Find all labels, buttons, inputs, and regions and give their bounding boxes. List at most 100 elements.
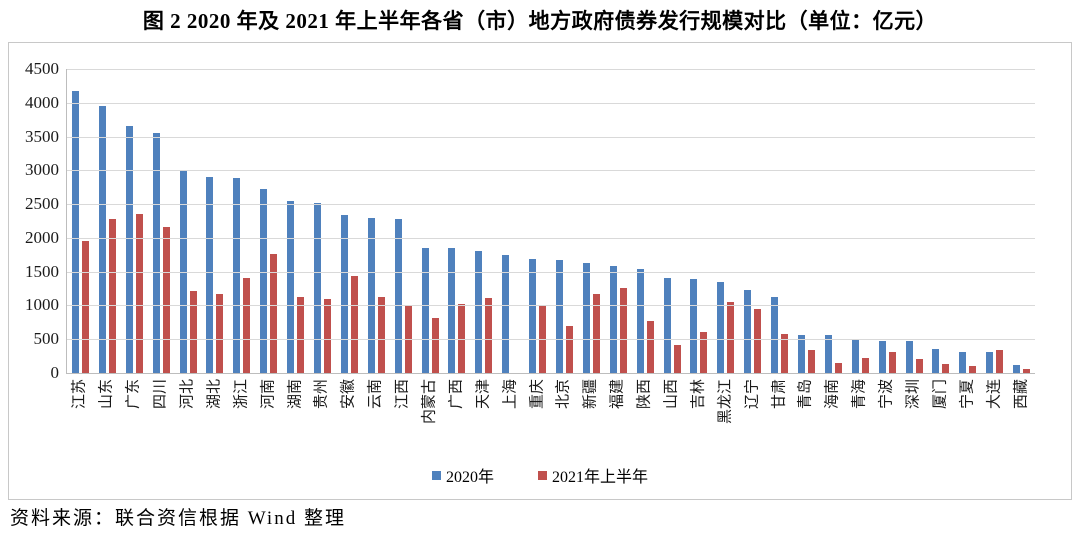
bar-group: 湖北: [201, 69, 228, 409]
bar-group: 大连: [981, 69, 1008, 409]
gridline: [67, 305, 1035, 307]
bar-2020: [932, 349, 940, 373]
bar-2020: [663, 278, 671, 373]
x-axis-label: 云南: [367, 379, 384, 410]
bar-2021h1: [485, 298, 493, 373]
x-axis-label: 山西: [663, 379, 680, 410]
bar-group: 新疆: [578, 69, 605, 409]
bar-2021h1: [350, 276, 358, 373]
x-axis-label: 河南: [260, 379, 277, 410]
bar-group: 福建: [605, 69, 632, 409]
chart-frame: 4500 4000 3500 3000 2500 2000 1500 1000 500 0 江苏山…: [8, 42, 1072, 500]
bar-2021h1: [996, 350, 1004, 373]
bar-2020: [206, 177, 214, 373]
x-axis-label: 陕西: [636, 379, 653, 410]
legend-item-2020: 2020年: [431, 463, 494, 487]
bar-2021h1: [861, 358, 869, 373]
bar-2021h1: [888, 352, 896, 373]
bar-2020: [851, 339, 859, 373]
bar-group: 云南: [363, 69, 390, 409]
gridline: [67, 237, 1035, 239]
y-axis-tick-label: 1500: [25, 261, 59, 281]
y-axis-tick-label: 4000: [25, 92, 59, 112]
x-axis-label: 四川: [152, 379, 169, 410]
bar-group: 黑龙江: [712, 69, 739, 424]
legend: 2020年 2021年上半年: [9, 463, 1071, 487]
x-axis-label: 安徽: [340, 379, 357, 410]
bar-2020: [959, 352, 967, 373]
bar-group: 浙江: [228, 69, 255, 409]
bar-2021h1: [781, 334, 789, 373]
bar-2021h1: [727, 302, 735, 373]
bar-group: 甘肃: [766, 69, 793, 409]
legend-label-2021h1: 2021年上半年: [552, 469, 649, 486]
bar-2020: [797, 335, 805, 373]
y-axis: 4500 4000 3500 3000 2500 2000 1500 1000 500 0: [9, 43, 61, 499]
bar-2020: [1013, 365, 1021, 373]
y-axis-tick-label: 4500: [25, 59, 59, 78]
bar-2021h1: [807, 350, 815, 373]
bar-2020: [340, 215, 348, 373]
bar-group: 天津: [470, 69, 497, 409]
chart-title: 图 2 2020 年及 2021 年上半年各省（市）地方政府债券发行规模对比（单…: [142, 9, 938, 33]
x-axis-label: 江苏: [71, 379, 88, 410]
bar-2020: [475, 251, 483, 373]
bar-2020: [233, 178, 241, 373]
x-axis-label: 青岛: [797, 379, 814, 410]
bar-group: 宁波: [874, 69, 901, 409]
bar-2021h1: [108, 219, 116, 373]
bar-2020: [529, 259, 537, 373]
y-axis-tick-label: 1000: [25, 295, 59, 315]
bar-2020: [609, 266, 617, 373]
bar-2021h1: [834, 363, 842, 373]
bar-group: 吉林: [685, 69, 712, 409]
bar-group: 宁夏: [954, 69, 981, 409]
bar-2020: [313, 203, 321, 373]
bar-group: 山东: [94, 69, 121, 409]
x-axis-label: 内蒙古: [421, 379, 438, 425]
x-axis-label: 吉林: [690, 379, 707, 410]
bar-group: 北京: [551, 69, 578, 409]
bar-2020: [878, 341, 886, 373]
bar-2021h1: [969, 366, 977, 373]
bar-2021h1: [700, 332, 708, 373]
x-axis-label: 北京: [555, 379, 572, 410]
legend-swatch-2021h1-icon: [538, 470, 547, 480]
x-axis-label: 重庆: [529, 379, 546, 410]
bar-2020: [636, 269, 644, 373]
bar-2021h1: [458, 304, 466, 373]
y-axis-tick-label: 2000: [25, 227, 59, 247]
bar-2020: [394, 219, 402, 373]
bar-2020: [771, 297, 779, 373]
legend-swatch-2020-icon: [431, 470, 441, 480]
bar-group: 辽宁: [739, 69, 766, 409]
x-axis-label: 深圳: [905, 379, 922, 410]
x-axis-label: 江西: [394, 379, 411, 410]
bar-group: 厦门: [928, 69, 955, 409]
bar-2020: [125, 126, 133, 373]
bar-group: 海南: [820, 69, 847, 409]
bar-2021h1: [162, 227, 170, 373]
x-axis-label: 福建: [609, 379, 626, 410]
bar-2020: [717, 282, 725, 373]
bar-group: 陕西: [632, 69, 659, 409]
gridline: [67, 170, 1035, 172]
bar-2021h1: [81, 241, 89, 373]
x-axis-label: 广东: [125, 379, 142, 410]
x-axis-label: 河北: [179, 379, 196, 410]
gridline: [67, 102, 1035, 104]
bar-group: 河北: [175, 69, 202, 409]
bar-2021h1: [942, 364, 950, 373]
bar-2021h1: [539, 305, 547, 373]
y-axis-tick-label: 3000: [25, 160, 59, 180]
bar-group: 安徽: [336, 69, 363, 409]
x-axis-label: 湖南: [287, 379, 304, 410]
bar-2021h1: [297, 297, 305, 373]
bar-2020: [98, 106, 106, 373]
bar-2020: [260, 189, 268, 373]
x-axis-label: 上海: [502, 379, 519, 410]
gridline: [67, 69, 1035, 70]
bar-2021h1: [216, 294, 224, 373]
bar-2020: [582, 263, 590, 373]
y-axis-tick-label: 0: [50, 363, 60, 382]
